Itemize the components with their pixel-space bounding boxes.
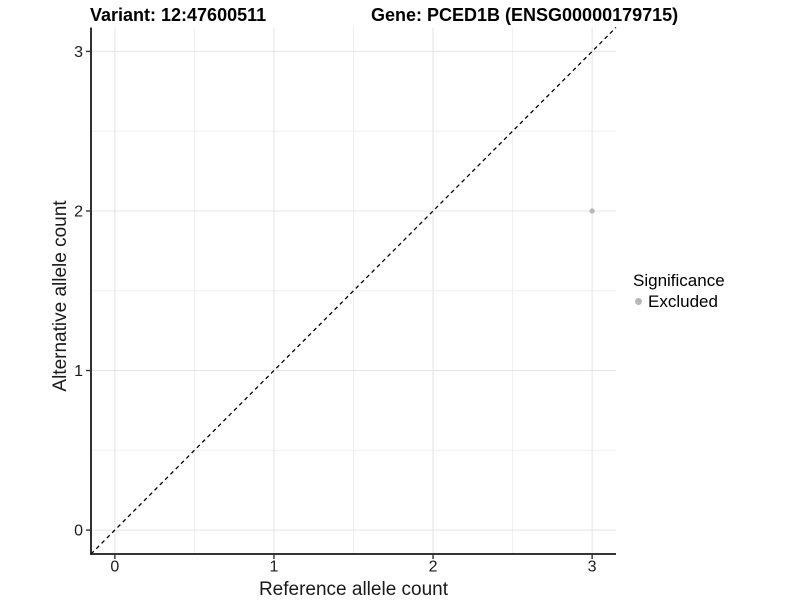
legend-entry: Excluded bbox=[631, 292, 725, 311]
y-tick-label: 2 bbox=[74, 203, 83, 220]
plot-title-variant: Variant: 12:47600511 bbox=[90, 5, 267, 25]
x-tick-label: 3 bbox=[588, 559, 597, 576]
y-tick-label: 0 bbox=[74, 523, 83, 540]
x-axis-title: Reference allele count bbox=[258, 579, 449, 600]
identity-line bbox=[90, 27, 617, 555]
x-tick-label: 0 bbox=[110, 559, 119, 576]
data-point bbox=[589, 208, 595, 214]
legend-title: Significance bbox=[633, 271, 725, 290]
x-tick-label: 2 bbox=[429, 559, 438, 576]
legend-entry-label: Excluded bbox=[648, 292, 718, 311]
legend: Significance Excluded bbox=[631, 271, 725, 311]
y-tick-label: 1 bbox=[74, 363, 83, 380]
y-axis-title: Alternative allele count bbox=[50, 200, 71, 392]
x-tick-label: 1 bbox=[270, 559, 279, 576]
legend-point-swatch bbox=[635, 298, 642, 305]
plot-title-gene: Gene: PCED1B (ENSG00000179715) bbox=[371, 5, 679, 25]
y-tick-label: 3 bbox=[74, 44, 83, 61]
